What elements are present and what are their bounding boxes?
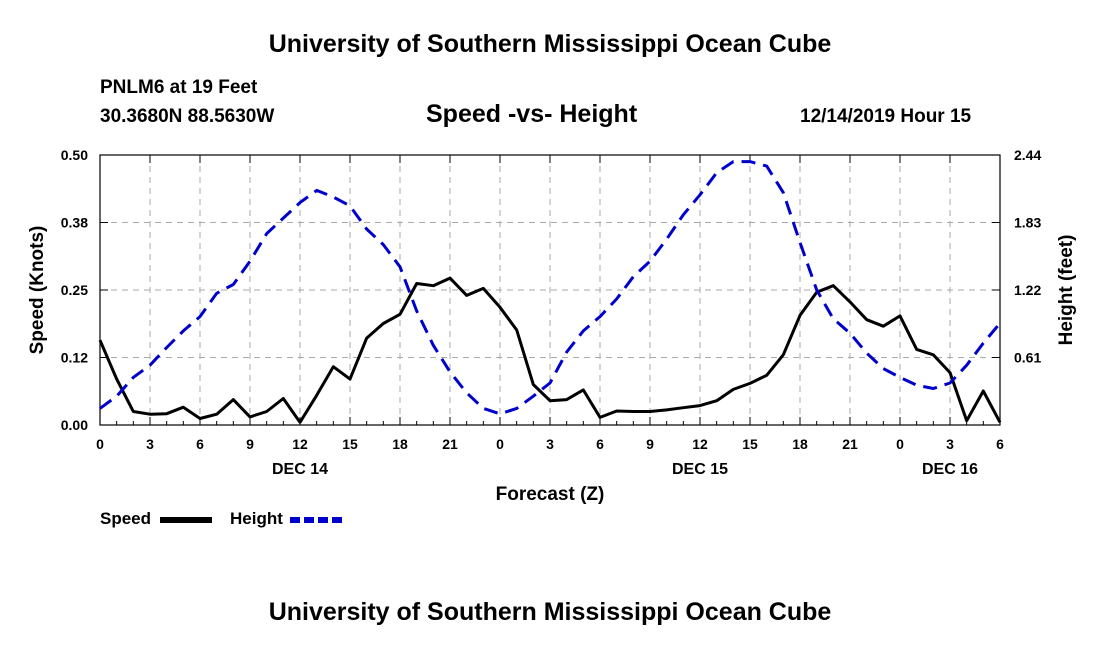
y-tick-label: 0.12 [61, 350, 88, 366]
y2-tick-label: 2.44 [1014, 147, 1041, 163]
y2-tick-label: 1.83 [1014, 215, 1041, 231]
y-tick-label: 0.38 [61, 215, 88, 231]
coordinates-label: 30.3680N 88.5630W [100, 106, 275, 127]
y-tick-label: 0.50 [61, 147, 88, 163]
x-tick-label: 15 [742, 436, 758, 452]
y2-tick-label: 1.22 [1014, 282, 1041, 298]
x-tick-label: 6 [596, 436, 604, 452]
x-tick-label: 9 [646, 436, 654, 452]
chart-title: Speed -vs- Height [426, 100, 638, 128]
x-tick-label: 3 [146, 436, 154, 452]
x-tick-label: 0 [896, 436, 904, 452]
y2-axis-label: Height (feet) [1056, 235, 1077, 346]
height-series-line [99, 160, 1002, 416]
x-tick-label: 21 [842, 436, 858, 452]
y2-tick-label: 0.61 [1014, 350, 1041, 366]
station-label: PNLM6 at 19 Feet [100, 77, 258, 98]
x-tick-label: 0 [96, 436, 104, 452]
date-hour-label: 12/14/2019 Hour 15 [800, 106, 972, 127]
x-tick-label: 6 [196, 436, 204, 452]
y-tick-label: 0.25 [61, 282, 88, 298]
x-tick-label: 3 [946, 436, 954, 452]
speed-series-line [98, 276, 1002, 424]
legend-height-label: Height [230, 509, 283, 528]
x-tick-label: 21 [442, 436, 458, 452]
x-tick-label: 15 [342, 436, 358, 452]
x-tick-label: 18 [792, 436, 808, 452]
x-tick-label: 0 [496, 436, 504, 452]
x-tick-label: 18 [392, 436, 408, 452]
day-label: DEC 15 [672, 461, 728, 478]
x-axis-label: Forecast (Z) [496, 484, 605, 505]
day-label: DEC 16 [922, 461, 978, 478]
x-tick-label: 12 [292, 436, 308, 452]
x-tick-label: 12 [692, 436, 708, 452]
day-label: DEC 14 [272, 461, 328, 478]
x-tick-label: 6 [996, 436, 1004, 452]
bottom-title: University of Southern Mississippi Ocean… [268, 598, 832, 626]
x-tick-label: 3 [546, 436, 554, 452]
top-title: University of Southern Mississippi Ocean… [268, 30, 832, 58]
y-tick-label: 0.00 [61, 417, 88, 433]
legend-speed-label: Speed [100, 509, 152, 528]
x-tick-label: 9 [246, 436, 254, 452]
y-axis-label: Speed (Knots) [27, 226, 48, 355]
